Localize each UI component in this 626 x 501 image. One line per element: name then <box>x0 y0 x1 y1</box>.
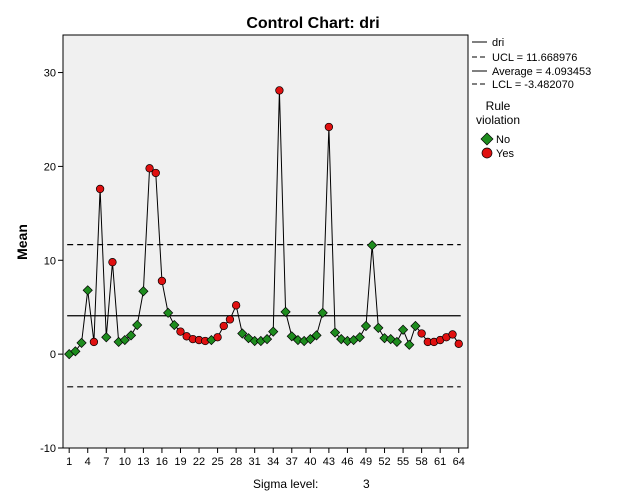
legend-yes-marker <box>481 147 493 159</box>
plot-area <box>62 34 469 449</box>
data-point <box>379 333 390 344</box>
data-point <box>311 330 322 341</box>
data-point <box>237 328 248 339</box>
data-point <box>76 337 87 348</box>
data-point <box>70 346 81 357</box>
data-point-violation <box>157 276 167 286</box>
x-tick-label: 16 <box>156 456 168 468</box>
y-tick-label: 10 <box>44 255 56 267</box>
legend-no-label: No <box>496 134 510 146</box>
data-point <box>397 324 409 335</box>
x-tick-label: 49 <box>360 456 372 468</box>
data-point-violation <box>176 327 185 336</box>
x-tick-label: 58 <box>416 456 428 468</box>
data-point <box>280 306 291 317</box>
x-tick-label: 4 <box>85 456 91 468</box>
legend-average-label: Average = 4.093453 <box>492 66 591 78</box>
y-axis: -10 0 10 20 30 <box>40 68 63 455</box>
x-tick-label: 19 <box>174 456 186 468</box>
x-tick-label: 34 <box>267 456 279 468</box>
x-tick-label: 55 <box>397 456 409 468</box>
data-point <box>169 319 180 331</box>
x-tick-label: 40 <box>304 456 316 468</box>
data-point <box>243 333 254 344</box>
sigma-level-value: 3 <box>363 477 370 491</box>
data-point-violation <box>145 164 154 173</box>
sigma-level-label: Sigma level: <box>253 477 318 491</box>
data-point <box>410 320 421 332</box>
x-tick-label: 28 <box>230 456 242 468</box>
y-tick-label: 30 <box>44 68 56 80</box>
data-point <box>286 331 297 342</box>
data-point <box>329 327 341 338</box>
data-point <box>292 334 304 346</box>
data-point <box>317 307 328 318</box>
x-tick-label: 46 <box>341 456 353 468</box>
legend-no-marker <box>480 132 494 146</box>
y-tick-label: 20 <box>44 161 56 173</box>
legend-rule-title: Rule <box>486 99 511 113</box>
data-point <box>163 307 174 318</box>
data-point-violation <box>213 333 222 342</box>
data-point <box>268 326 279 337</box>
data-point <box>404 339 415 350</box>
series-dri <box>64 86 463 360</box>
x-tick-label: 1 <box>66 456 72 468</box>
data-point-violation <box>219 321 228 331</box>
x-tick-label: 10 <box>119 456 131 468</box>
data-point-violation <box>454 339 463 348</box>
x-tick-label: 61 <box>434 456 446 468</box>
x-tick-label: 7 <box>103 456 109 468</box>
chart-title: Control Chart: dri <box>246 15 379 32</box>
data-point <box>138 286 149 297</box>
x-tick-label: 22 <box>193 456 205 468</box>
data-point-violation <box>95 184 105 194</box>
data-point-violation <box>448 330 457 339</box>
data-point-violation <box>231 301 241 310</box>
data-point <box>82 285 93 296</box>
x-axis: 1 4 7 10 13 16 19 22 25 28 31 34 37 40 43 46 49 52 55 58 61 6… <box>66 448 465 468</box>
data-point-violation <box>151 168 160 178</box>
data-point <box>385 334 396 345</box>
y-tick-label: -10 <box>40 443 56 455</box>
data-point-violation <box>225 315 235 324</box>
x-tick-label: 13 <box>137 456 149 468</box>
data-point <box>261 334 273 345</box>
x-tick-label: 43 <box>323 456 335 468</box>
legend: dri UCL = 11.668976 Average = 4.093453 L… <box>472 37 591 160</box>
data-point <box>101 332 112 343</box>
data-point <box>373 322 384 333</box>
data-point-violation <box>89 337 99 347</box>
data-point <box>305 334 316 345</box>
data-point <box>132 319 143 331</box>
data-point <box>125 330 137 341</box>
x-tick-label: 64 <box>453 456 465 468</box>
data-point-violation <box>275 86 284 95</box>
y-axis-label: Mean <box>14 224 30 260</box>
legend-yes-label: Yes <box>496 148 514 160</box>
data-point-violation <box>108 258 117 267</box>
legend-lcl-label: LCL = -3.482070 <box>492 79 574 91</box>
data-point <box>391 336 402 348</box>
data-point-violation <box>324 122 334 132</box>
data-point-violation <box>417 329 426 338</box>
data-point <box>119 334 130 346</box>
legend-series-label: dri <box>492 37 504 49</box>
x-tick-label: 31 <box>249 456 261 468</box>
x-tick-label: 52 <box>378 456 390 468</box>
data-point <box>360 320 372 332</box>
legend-ucl-label: UCL = 11.668976 <box>492 52 577 64</box>
data-point <box>336 334 347 345</box>
legend-violation-title: violation <box>476 113 520 127</box>
data-point <box>367 240 378 251</box>
x-tick-label: 25 <box>211 456 223 468</box>
x-tick-label: 37 <box>286 456 298 468</box>
y-tick-label: 0 <box>50 349 56 361</box>
data-point <box>354 332 365 343</box>
control-limit-lines <box>67 244 461 388</box>
